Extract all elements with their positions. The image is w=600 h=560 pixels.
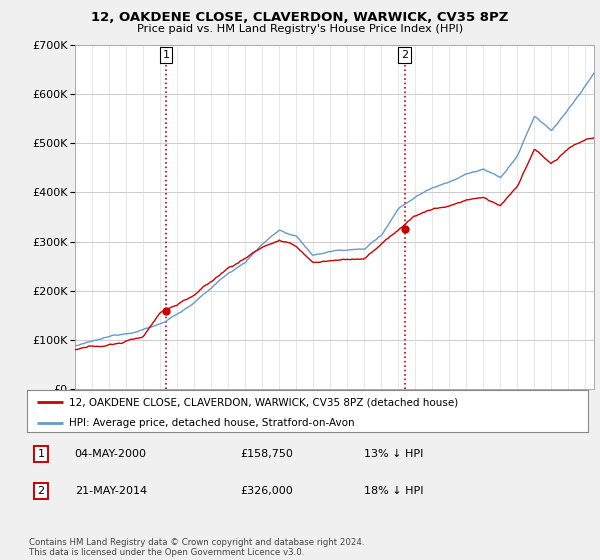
Text: 18% ↓ HPI: 18% ↓ HPI	[364, 486, 423, 496]
Text: 1: 1	[38, 449, 44, 459]
Text: 1: 1	[163, 50, 170, 60]
Text: 13% ↓ HPI: 13% ↓ HPI	[364, 449, 423, 459]
Text: £158,750: £158,750	[240, 449, 293, 459]
Text: Contains HM Land Registry data © Crown copyright and database right 2024.
This d: Contains HM Land Registry data © Crown c…	[29, 538, 364, 557]
Text: HPI: Average price, detached house, Stratford-on-Avon: HPI: Average price, detached house, Stra…	[69, 418, 355, 428]
Text: 12, OAKDENE CLOSE, CLAVERDON, WARWICK, CV35 8PZ (detached house): 12, OAKDENE CLOSE, CLAVERDON, WARWICK, C…	[69, 397, 458, 407]
Text: 2: 2	[401, 50, 409, 60]
Text: 2: 2	[37, 486, 44, 496]
Text: 21-MAY-2014: 21-MAY-2014	[74, 486, 147, 496]
Text: 04-MAY-2000: 04-MAY-2000	[74, 449, 146, 459]
Text: £326,000: £326,000	[240, 486, 293, 496]
Text: Price paid vs. HM Land Registry's House Price Index (HPI): Price paid vs. HM Land Registry's House …	[137, 24, 463, 34]
Text: 12, OAKDENE CLOSE, CLAVERDON, WARWICK, CV35 8PZ: 12, OAKDENE CLOSE, CLAVERDON, WARWICK, C…	[91, 11, 509, 24]
